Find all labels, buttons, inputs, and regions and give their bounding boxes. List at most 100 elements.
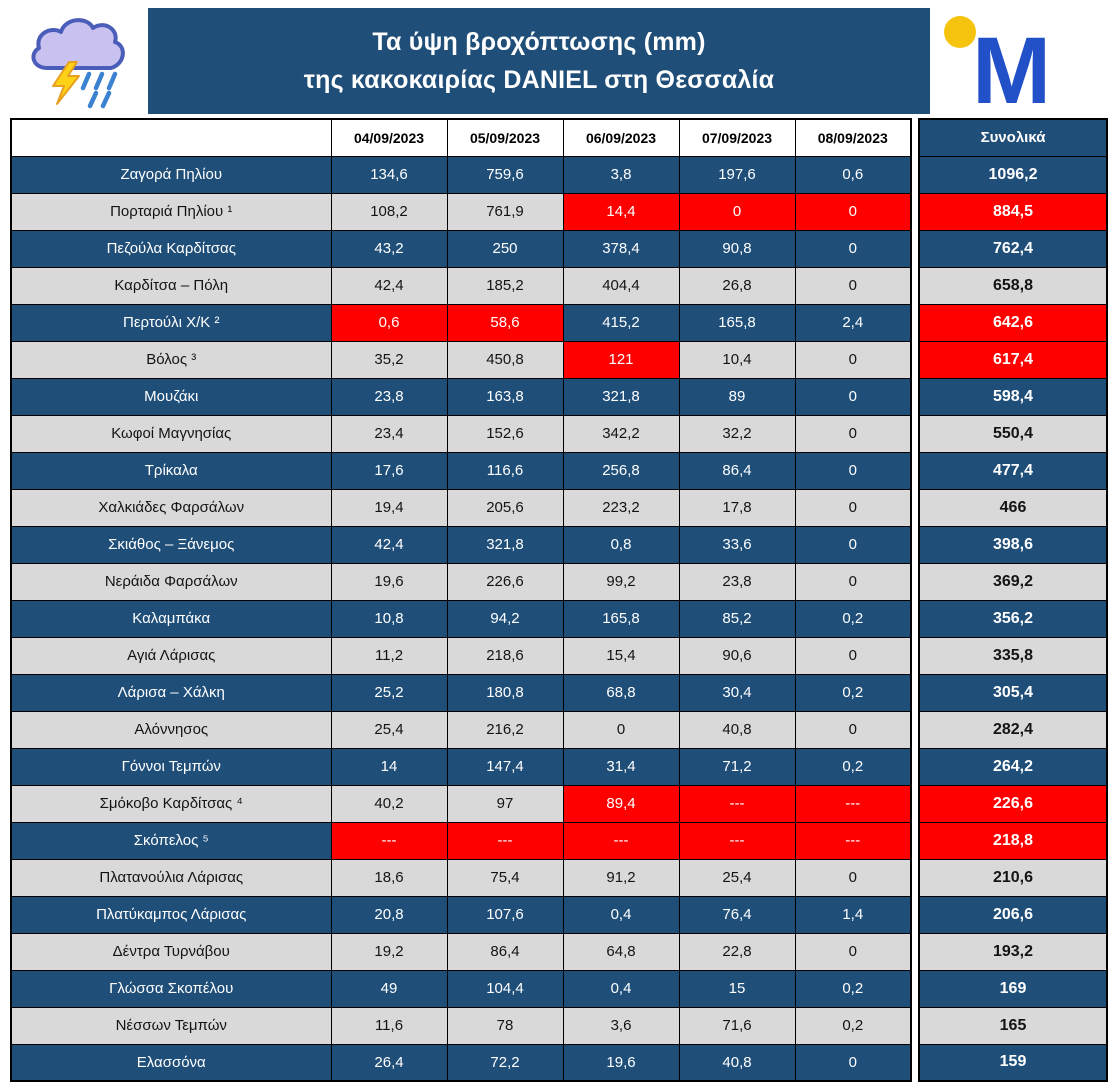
table-row: Νέσσων Τεμπών 11,6 78 3,6 71,6 0,2 bbox=[10, 1006, 912, 1045]
rainfall-value-cell: 15,4 bbox=[562, 636, 680, 675]
rainfall-value-cell: 0,4 bbox=[562, 969, 680, 1008]
rainfall-value-cell: 0,2 bbox=[794, 599, 912, 638]
rainfall-value-cell: 91,2 bbox=[562, 858, 680, 897]
column-header-date: 08/09/2023 bbox=[794, 118, 912, 157]
total-row: 658,8 bbox=[918, 266, 1108, 305]
rainfall-value-cell: 0 bbox=[794, 266, 912, 305]
total-value-cell: 1096,2 bbox=[918, 155, 1108, 194]
total-value-cell: 159 bbox=[918, 1043, 1108, 1082]
total-row: 159 bbox=[918, 1043, 1108, 1082]
rainfall-value-cell: 30,4 bbox=[678, 673, 796, 712]
total-row: 282,4 bbox=[918, 710, 1108, 749]
table-row: Γόννοι Τεμπών 14 147,4 31,4 71,2 0,2 bbox=[10, 747, 912, 786]
rainfall-value-cell: 40,2 bbox=[330, 784, 448, 823]
rainfall-value-cell: 43,2 bbox=[330, 229, 448, 268]
rainfall-value-cell: 75,4 bbox=[446, 858, 564, 897]
total-value-cell: 218,8 bbox=[918, 821, 1108, 860]
rainfall-value-cell: 23,8 bbox=[330, 377, 448, 416]
rainfall-value-cell: 147,4 bbox=[446, 747, 564, 786]
total-value-cell: 617,4 bbox=[918, 340, 1108, 379]
rainfall-value-cell: 11,2 bbox=[330, 636, 448, 675]
title-banner: Τα ύψη βροχόπτωσης (mm) της κακοκαιρίας … bbox=[148, 8, 930, 114]
rainfall-value-cell: 197,6 bbox=[678, 155, 796, 194]
rainfall-value-cell: 0,6 bbox=[330, 303, 448, 342]
total-row: 335,8 bbox=[918, 636, 1108, 675]
total-row: 305,4 bbox=[918, 673, 1108, 712]
rainfall-value-cell: 165,8 bbox=[562, 599, 680, 638]
rainfall-value-cell: 17,8 bbox=[678, 488, 796, 527]
table-row: Σμόκοβο Καρδίτσας ⁴ 40,2 97 89,4 --- --- bbox=[10, 784, 912, 823]
station-name: Γλώσσα Σκοπέλου bbox=[10, 969, 332, 1008]
rainfall-value-cell: --- bbox=[678, 784, 796, 823]
rainfall-value-cell: 10,8 bbox=[330, 599, 448, 638]
table-row: Χαλκιάδες Φαρσάλων 19,4 205,6 223,2 17,8 0 bbox=[10, 488, 912, 527]
rainfall-value-cell: 0 bbox=[794, 229, 912, 268]
station-name: Νεράιδα Φαρσάλων bbox=[10, 562, 332, 601]
rainfall-value-cell: 19,6 bbox=[562, 1043, 680, 1082]
rainfall-value-cell: 321,8 bbox=[562, 377, 680, 416]
rainfall-value-cell: 19,4 bbox=[330, 488, 448, 527]
column-header-date: 07/09/2023 bbox=[678, 118, 796, 157]
table-row: Νεράιδα Φαρσάλων 19,6 226,6 99,2 23,8 0 bbox=[10, 562, 912, 601]
rainfall-value-cell: --- bbox=[794, 784, 912, 823]
rainfall-value-cell: --- bbox=[446, 821, 564, 860]
rainfall-value-cell: 0 bbox=[794, 932, 912, 971]
station-name: Πλατύκαμπος Λάρισας bbox=[10, 895, 332, 934]
rainfall-value-cell: 0 bbox=[794, 858, 912, 897]
total-value-cell: 169 bbox=[918, 969, 1108, 1008]
rainfall-value-cell: 68,8 bbox=[562, 673, 680, 712]
rainfall-value-cell: 25,2 bbox=[330, 673, 448, 712]
table-row: Ελασσόνα 26,4 72,2 19,6 40,8 0 bbox=[10, 1043, 912, 1082]
rainfall-value-cell: 26,4 bbox=[330, 1043, 448, 1082]
station-name: Τρίκαλα bbox=[10, 451, 332, 490]
station-name: Σμόκοβο Καρδίτσας ⁴ bbox=[10, 784, 332, 823]
table-row: Καρδίτσα – Πόλη 42,4 185,2 404,4 26,8 0 bbox=[10, 266, 912, 305]
rainfall-value-cell: 256,8 bbox=[562, 451, 680, 490]
weather-icon-box bbox=[10, 8, 148, 114]
table-row: Τρίκαλα 17,6 116,6 256,8 86,4 0 bbox=[10, 451, 912, 490]
rainfall-value-cell: 17,6 bbox=[330, 451, 448, 490]
rainfall-value-cell: 90,6 bbox=[678, 636, 796, 675]
rainfall-value-cell: 3,8 bbox=[562, 155, 680, 194]
total-value-cell: 598,4 bbox=[918, 377, 1108, 416]
rainfall-value-cell: 321,8 bbox=[446, 525, 564, 564]
rainfall-value-cell: 94,2 bbox=[446, 599, 564, 638]
station-name: Χαλκιάδες Φαρσάλων bbox=[10, 488, 332, 527]
station-name: Αλόννησος bbox=[10, 710, 332, 749]
total-row: 206,6 bbox=[918, 895, 1108, 934]
column-header-date: 06/09/2023 bbox=[562, 118, 680, 157]
table-row: Γλώσσα Σκοπέλου 49 104,4 0,4 15 0,2 bbox=[10, 969, 912, 1008]
total-row: 598,4 bbox=[918, 377, 1108, 416]
rainfall-value-cell: 0,2 bbox=[794, 673, 912, 712]
rainfall-value-cell: 121 bbox=[562, 340, 680, 379]
table-row: Μουζάκι 23,8 163,8 321,8 89 0 bbox=[10, 377, 912, 416]
rainfall-value-cell: 216,2 bbox=[446, 710, 564, 749]
rainfall-value-cell: 0,8 bbox=[562, 525, 680, 564]
rainfall-value-cell: 759,6 bbox=[446, 155, 564, 194]
total-row: 218,8 bbox=[918, 821, 1108, 860]
station-name: Πορταριά Πηλίου ¹ bbox=[10, 192, 332, 231]
rainfall-value-cell: 3,6 bbox=[562, 1006, 680, 1045]
rainfall-value-cell: 0 bbox=[794, 377, 912, 416]
total-value-cell: 305,4 bbox=[918, 673, 1108, 712]
rainfall-value-cell: 0,4 bbox=[562, 895, 680, 934]
rainfall-value-cell: 25,4 bbox=[678, 858, 796, 897]
rainfall-value-cell: 90,8 bbox=[678, 229, 796, 268]
totals-column: Συνολικά 1096,2 884,5 762,4 658,8 642,6 617,4… bbox=[918, 118, 1108, 1082]
rainfall-value-cell: 0 bbox=[562, 710, 680, 749]
page-title-line-2: της κακοκαιρίας DANIEL στη Θεσσαλία bbox=[303, 65, 775, 94]
total-value-cell: 466 bbox=[918, 488, 1108, 527]
station-name: Αγιά Λάρισας bbox=[10, 636, 332, 675]
page-title-line-1: Τα ύψη βροχόπτωσης (mm) bbox=[372, 27, 706, 56]
total-row: 642,6 bbox=[918, 303, 1108, 342]
table-row: Λάρισα – Χάλκη 25,2 180,8 68,8 30,4 0,2 bbox=[10, 673, 912, 712]
station-name: Βόλος ³ bbox=[10, 340, 332, 379]
rainfall-value-cell: 33,6 bbox=[678, 525, 796, 564]
station-name: Καρδίτσα – Πόλη bbox=[10, 266, 332, 305]
station-name: Μουζάκι bbox=[10, 377, 332, 416]
date-header-row: 04/09/2023 05/09/2023 06/09/2023 07/09/2… bbox=[10, 118, 912, 157]
rainfall-value-cell: 108,2 bbox=[330, 192, 448, 231]
station-name: Κωφοί Μαγνησίας bbox=[10, 414, 332, 453]
table-row: Δέντρα Τυρνάβου 19,2 86,4 64,8 22,8 0 bbox=[10, 932, 912, 971]
